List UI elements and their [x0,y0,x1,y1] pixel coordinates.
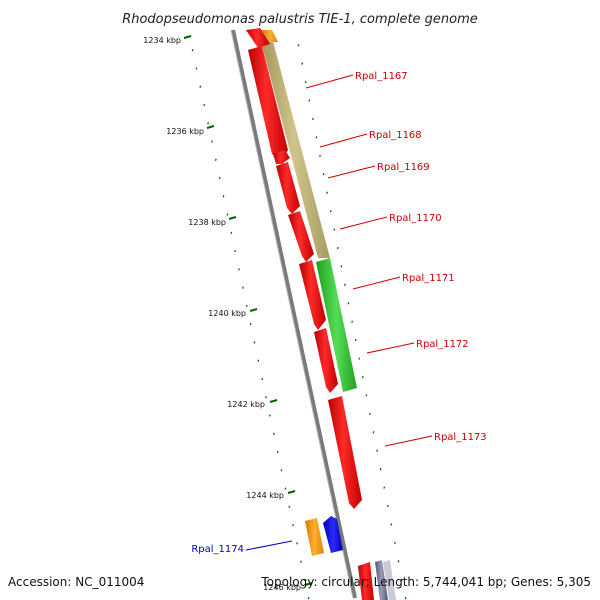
bottom-features [375,560,396,600]
cog-feature-light[interactable] [383,560,396,600]
leader-rpal-1173 [384,435,433,447]
map-title: Rhodopseudomonas palustris TIE-1, comple… [122,12,478,27]
tick-mark [228,216,237,220]
major-ticks [183,35,313,586]
tick-labels: 1234 kbp 1236 kbp 1238 kbp 1240 kbp 1242… [143,36,301,592]
cds-feature-rpal-1172[interactable] [314,328,338,393]
topology-text: Topology: circular; Length: 5,744,041 bp… [260,575,591,589]
tick-mark [206,125,215,129]
cog-feature-blue[interactable] [323,516,343,553]
cds-feature-rpal-1169[interactable] [276,162,300,214]
gene-labels: Rpal_1167 Rpal_1168 Rpal_1169 Rpal_1170 … [191,71,486,555]
reverse-features [305,516,343,556]
cds-feature-rpal-1170[interactable] [288,211,314,262]
cds-feature-rpal-1167[interactable] [248,46,288,160]
cog-track [258,30,357,392]
leader-rpal-1168 [319,133,368,148]
gene-label-rpal-1173[interactable]: Rpal_1173 [434,432,487,443]
tick-label: 1246 kbp [263,583,301,592]
leader-rpal-1169 [327,165,376,179]
cds-feature-rpal-1175[interactable] [358,562,374,600]
tick-label: 1238 kbp [188,218,226,227]
gene-label-rpal-1169[interactable]: Rpal_1169 [377,162,430,173]
tick-mark [249,308,258,312]
tick-label: 1242 kbp [227,400,265,409]
cds-feature-rpal-1168[interactable] [273,150,290,164]
tick-label: 1234 kbp [143,36,181,45]
leader-rpal-1170 [339,216,388,230]
cds-track [246,28,374,600]
tick-mark [269,399,278,403]
cog-feature-slate[interactable] [375,560,388,600]
leader-rpal-1167 [305,74,354,89]
cds-feature-rpal-1174[interactable] [305,518,324,556]
gene-label-rpal-1168[interactable]: Rpal_1168 [369,130,422,141]
cds-feature-rpal-1173[interactable] [328,396,362,509]
tick-label: 1236 kbp [166,127,204,136]
leader-rpal-1172 [366,342,415,354]
gene-label-rpal-1171[interactable]: Rpal_1171 [402,273,455,284]
cog-feature-green[interactable] [316,258,357,392]
gene-label-rpal-1174[interactable]: Rpal_1174 [191,544,244,555]
cog-feature-tan[interactable] [258,30,330,258]
label-leaders [245,74,433,551]
tick-mark [287,490,296,494]
gene-label-rpal-1172[interactable]: Rpal_1172 [416,339,469,350]
tick-mark [183,35,192,39]
cog-feature-orange[interactable] [262,30,278,42]
gene-label-rpal-1167[interactable]: Rpal_1167 [355,71,408,82]
tick-label: 1240 kbp [208,309,246,318]
cds-feature-rpal-1166[interactable] [246,28,270,48]
genome-backbone [230,29,357,599]
gene-label-rpal-1170[interactable]: Rpal_1170 [389,213,442,224]
leader-rpal-1174 [245,540,293,551]
tick-scale [191,44,407,600]
leader-rpal-1171 [352,276,401,290]
tick-label: 1244 kbp [246,491,284,500]
cds-feature-rpal-1171[interactable] [299,260,326,330]
tick-mark [304,582,313,586]
accession-text: Accession: NC_011004 [8,575,144,589]
